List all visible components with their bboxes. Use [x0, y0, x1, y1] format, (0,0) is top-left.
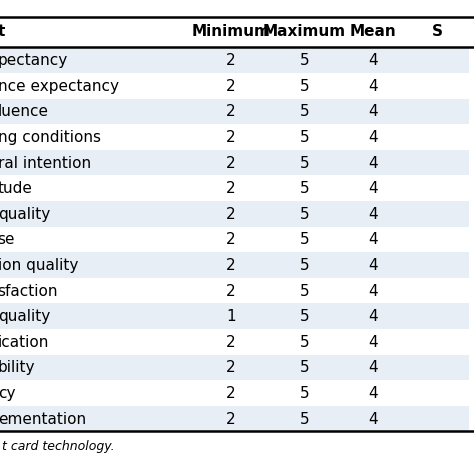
Text: 2: 2 [226, 232, 236, 247]
Text: 4: 4 [368, 207, 378, 222]
Bar [0, 201, 469, 227]
Bar [0, 278, 469, 303]
Text: Minimum: Minimum [191, 25, 271, 39]
Bar [0, 252, 469, 278]
Text: bility: bility [0, 360, 35, 375]
Text: 4: 4 [368, 181, 378, 196]
Text: sfaction: sfaction [0, 283, 58, 299]
Text: luence: luence [0, 104, 49, 119]
Text: ication: ication [0, 335, 49, 350]
Text: 2: 2 [226, 335, 236, 350]
Text: pectancy: pectancy [0, 53, 68, 68]
Text: 5: 5 [300, 207, 310, 222]
Text: 5: 5 [300, 232, 310, 247]
Text: quality: quality [0, 207, 50, 222]
Text: 4: 4 [368, 309, 378, 324]
Bar [0, 303, 469, 329]
Text: 2: 2 [226, 411, 236, 427]
Text: 4: 4 [368, 232, 378, 247]
Text: ion quality: ion quality [0, 258, 78, 273]
Text: 4: 4 [368, 411, 378, 427]
Bar [0, 227, 469, 252]
Bar [0, 150, 469, 175]
Text: se: se [0, 232, 15, 247]
Text: Maximum: Maximum [263, 25, 346, 39]
Bar [0, 175, 469, 201]
Bar [0, 99, 469, 124]
Bar [0, 355, 469, 380]
Text: nce expectancy: nce expectancy [0, 79, 118, 94]
Text: quality: quality [0, 309, 50, 324]
Text: t card technology.: t card technology. [2, 440, 115, 453]
Text: 4: 4 [368, 104, 378, 119]
Text: 5: 5 [300, 104, 310, 119]
Text: 5: 5 [300, 53, 310, 68]
Text: 2: 2 [226, 283, 236, 299]
Bar [0, 329, 469, 355]
Text: 5: 5 [300, 258, 310, 273]
Text: cy: cy [0, 386, 15, 401]
Text: 5: 5 [300, 155, 310, 171]
Text: 2: 2 [226, 181, 236, 196]
Text: 5: 5 [300, 309, 310, 324]
Text: 4: 4 [368, 155, 378, 171]
Text: 4: 4 [368, 79, 378, 94]
Text: ng conditions: ng conditions [0, 130, 100, 145]
Text: 4: 4 [368, 258, 378, 273]
Text: Mean: Mean [350, 25, 397, 39]
Bar [0, 47, 469, 73]
Text: 2: 2 [226, 53, 236, 68]
Text: 5: 5 [300, 360, 310, 375]
Text: ral intention: ral intention [0, 155, 91, 171]
Text: 5: 5 [300, 130, 310, 145]
Text: 2: 2 [226, 79, 236, 94]
Text: t: t [0, 25, 5, 39]
Text: 2: 2 [226, 130, 236, 145]
Text: ementation: ementation [0, 411, 86, 427]
Bar [0, 406, 469, 431]
Text: 2: 2 [226, 360, 236, 375]
Text: 4: 4 [368, 360, 378, 375]
Text: 2: 2 [226, 258, 236, 273]
Text: 4: 4 [368, 130, 378, 145]
Text: 2: 2 [226, 386, 236, 401]
Text: 4: 4 [368, 283, 378, 299]
Text: 4: 4 [368, 53, 378, 68]
Text: 5: 5 [300, 181, 310, 196]
Text: 1: 1 [226, 309, 236, 324]
Text: 5: 5 [300, 283, 310, 299]
Text: S: S [432, 25, 443, 39]
Text: 5: 5 [300, 79, 310, 94]
Text: 2: 2 [226, 104, 236, 119]
Text: tude: tude [0, 181, 33, 196]
Bar [0, 17, 469, 47]
Bar [0, 73, 469, 99]
Text: 5: 5 [300, 386, 310, 401]
Text: 5: 5 [300, 335, 310, 350]
Bar [0, 380, 469, 406]
Text: 2: 2 [226, 207, 236, 222]
Text: 5: 5 [300, 411, 310, 427]
Text: 4: 4 [368, 386, 378, 401]
Text: 4: 4 [368, 335, 378, 350]
Bar [0, 124, 469, 150]
Text: 2: 2 [226, 155, 236, 171]
